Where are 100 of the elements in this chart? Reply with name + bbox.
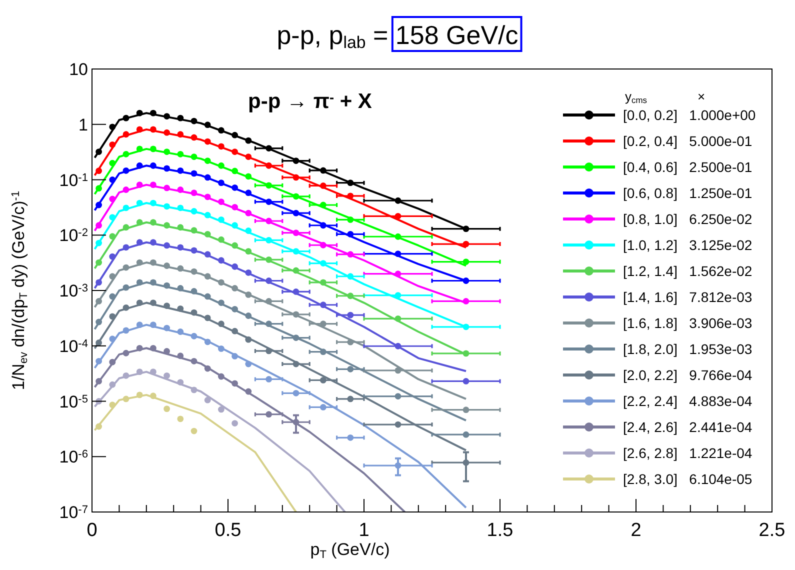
point: [347, 251, 354, 258]
point: [232, 168, 238, 174]
x-tick-label: 2.5: [758, 520, 786, 541]
line-series: [94, 241, 467, 372]
legend-label: [0.0, 0.2] 1.000e+00: [623, 107, 756, 123]
point: [177, 114, 184, 122]
point: [347, 216, 354, 223]
point: [232, 184, 238, 191]
point: [122, 350, 130, 356]
point: [347, 292, 354, 300]
point: [320, 376, 326, 384]
point: [136, 279, 143, 286]
point: [232, 306, 238, 312]
point: [164, 165, 170, 172]
point: [245, 269, 252, 276]
point: [122, 396, 130, 402]
line-series: [94, 262, 467, 400]
legend-label: [2.8, 3.0] 6.104e-05: [623, 471, 752, 487]
point: [232, 263, 238, 270]
point: [394, 393, 402, 400]
point: [177, 265, 184, 272]
point: [96, 259, 102, 266]
point: [164, 113, 170, 120]
point: [245, 360, 252, 368]
point: [266, 278, 272, 284]
point: [462, 378, 470, 384]
point: [96, 318, 102, 326]
point: [232, 148, 238, 155]
point: [218, 257, 224, 264]
point: [462, 350, 470, 357]
point: [320, 348, 326, 356]
line-series: [94, 324, 467, 509]
point: [292, 230, 300, 236]
point: [245, 154, 252, 160]
point: [218, 236, 224, 243]
point: [190, 358, 198, 364]
point: [136, 239, 143, 246]
point: [122, 304, 130, 311]
point: [150, 392, 156, 400]
point: [150, 322, 156, 328]
point: [150, 146, 156, 152]
point: [109, 253, 116, 260]
legend-label: [0.2, 0.4] 5.000e-01: [623, 133, 752, 149]
point: [164, 324, 170, 332]
point: [218, 406, 224, 413]
point: [204, 158, 211, 164]
point: [177, 379, 184, 386]
point: [462, 324, 470, 330]
point: [150, 162, 156, 169]
point: [218, 180, 224, 186]
point: [109, 313, 116, 320]
point: [177, 224, 184, 231]
point: [96, 185, 102, 192]
point: [292, 248, 300, 255]
point: [232, 328, 238, 334]
line-series: [94, 281, 467, 422]
point: [164, 203, 170, 210]
point: [96, 222, 102, 229]
point: [320, 320, 326, 328]
point: [190, 154, 198, 160]
point: [204, 230, 211, 238]
point: [177, 328, 184, 335]
point: [190, 332, 198, 340]
point: [218, 300, 224, 306]
point: [96, 168, 102, 174]
point: [177, 131, 184, 138]
point: [122, 327, 130, 334]
point: [204, 365, 211, 372]
point: [190, 428, 198, 434]
y-tick-label: 10$^{-3}$: [59, 282, 88, 300]
point: [292, 390, 300, 396]
point: [394, 270, 402, 278]
point: [292, 174, 300, 181]
point: [122, 131, 130, 138]
point: [232, 353, 238, 360]
point: [218, 279, 224, 286]
point: [347, 312, 354, 318]
x-axis-title: p$_{T}$ (GeV/c): [310, 540, 390, 561]
point: [292, 360, 300, 368]
point: [394, 367, 402, 374]
x-tick-label: 2: [630, 520, 642, 541]
point: [320, 260, 326, 266]
point: [245, 291, 252, 298]
point: [177, 204, 184, 212]
point: [177, 150, 184, 158]
point: [190, 288, 198, 294]
point: [204, 212, 211, 218]
point: [232, 285, 238, 292]
point: [109, 402, 116, 408]
point: [266, 236, 272, 244]
y-tick-label: 10$^{-1}$: [59, 170, 88, 190]
point: [245, 248, 252, 255]
point: [122, 150, 130, 158]
point: [204, 293, 211, 300]
y-tick-label: 1: [78, 115, 88, 134]
point: [232, 420, 238, 426]
point: [347, 180, 354, 186]
point: [177, 305, 184, 312]
point: [190, 227, 198, 234]
point: [150, 259, 156, 266]
